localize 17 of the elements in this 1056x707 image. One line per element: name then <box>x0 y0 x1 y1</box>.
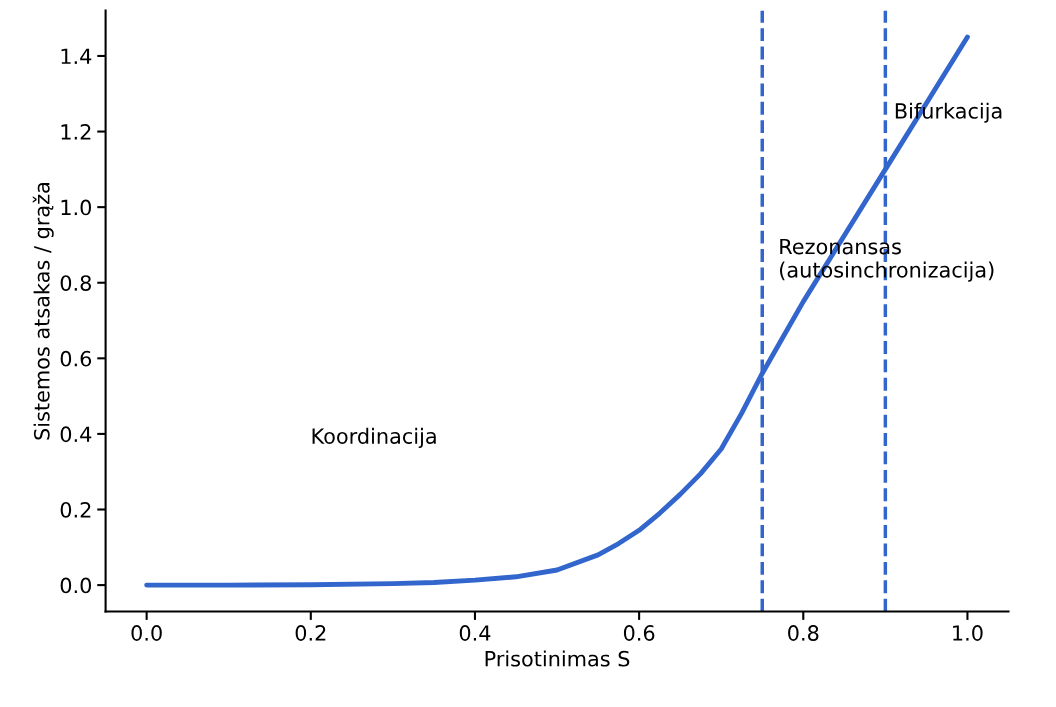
y-axis-title: Sistemos atsakas / grąža <box>32 183 54 440</box>
y-tick-label: 1.2 <box>61 124 91 140</box>
x-tick-label: 0.8 <box>788 625 819 641</box>
y-tick-label: 1.0 <box>61 199 92 216</box>
x-tick-label: 0.0 <box>131 625 162 641</box>
x-tick-label: 0.2 <box>295 625 326 641</box>
y-tick-label: 0.6 <box>60 350 92 367</box>
y-tick-label: 0.8 <box>60 275 91 291</box>
x-tick-label: 0.4 <box>459 625 491 641</box>
y-tick-label: 0.2 <box>60 501 91 518</box>
x-tick-label: 1.0 <box>953 625 983 641</box>
y-tick-label: 0.4 <box>60 426 92 443</box>
x-tick-label: 0.6 <box>623 625 655 641</box>
x-axis-title: Prisotinimas S <box>485 650 630 667</box>
y-tick-label: 1.4 <box>61 48 92 64</box>
y-tick-label: 0.0 <box>60 577 92 594</box>
annotation: Koordinacija <box>312 427 436 448</box>
